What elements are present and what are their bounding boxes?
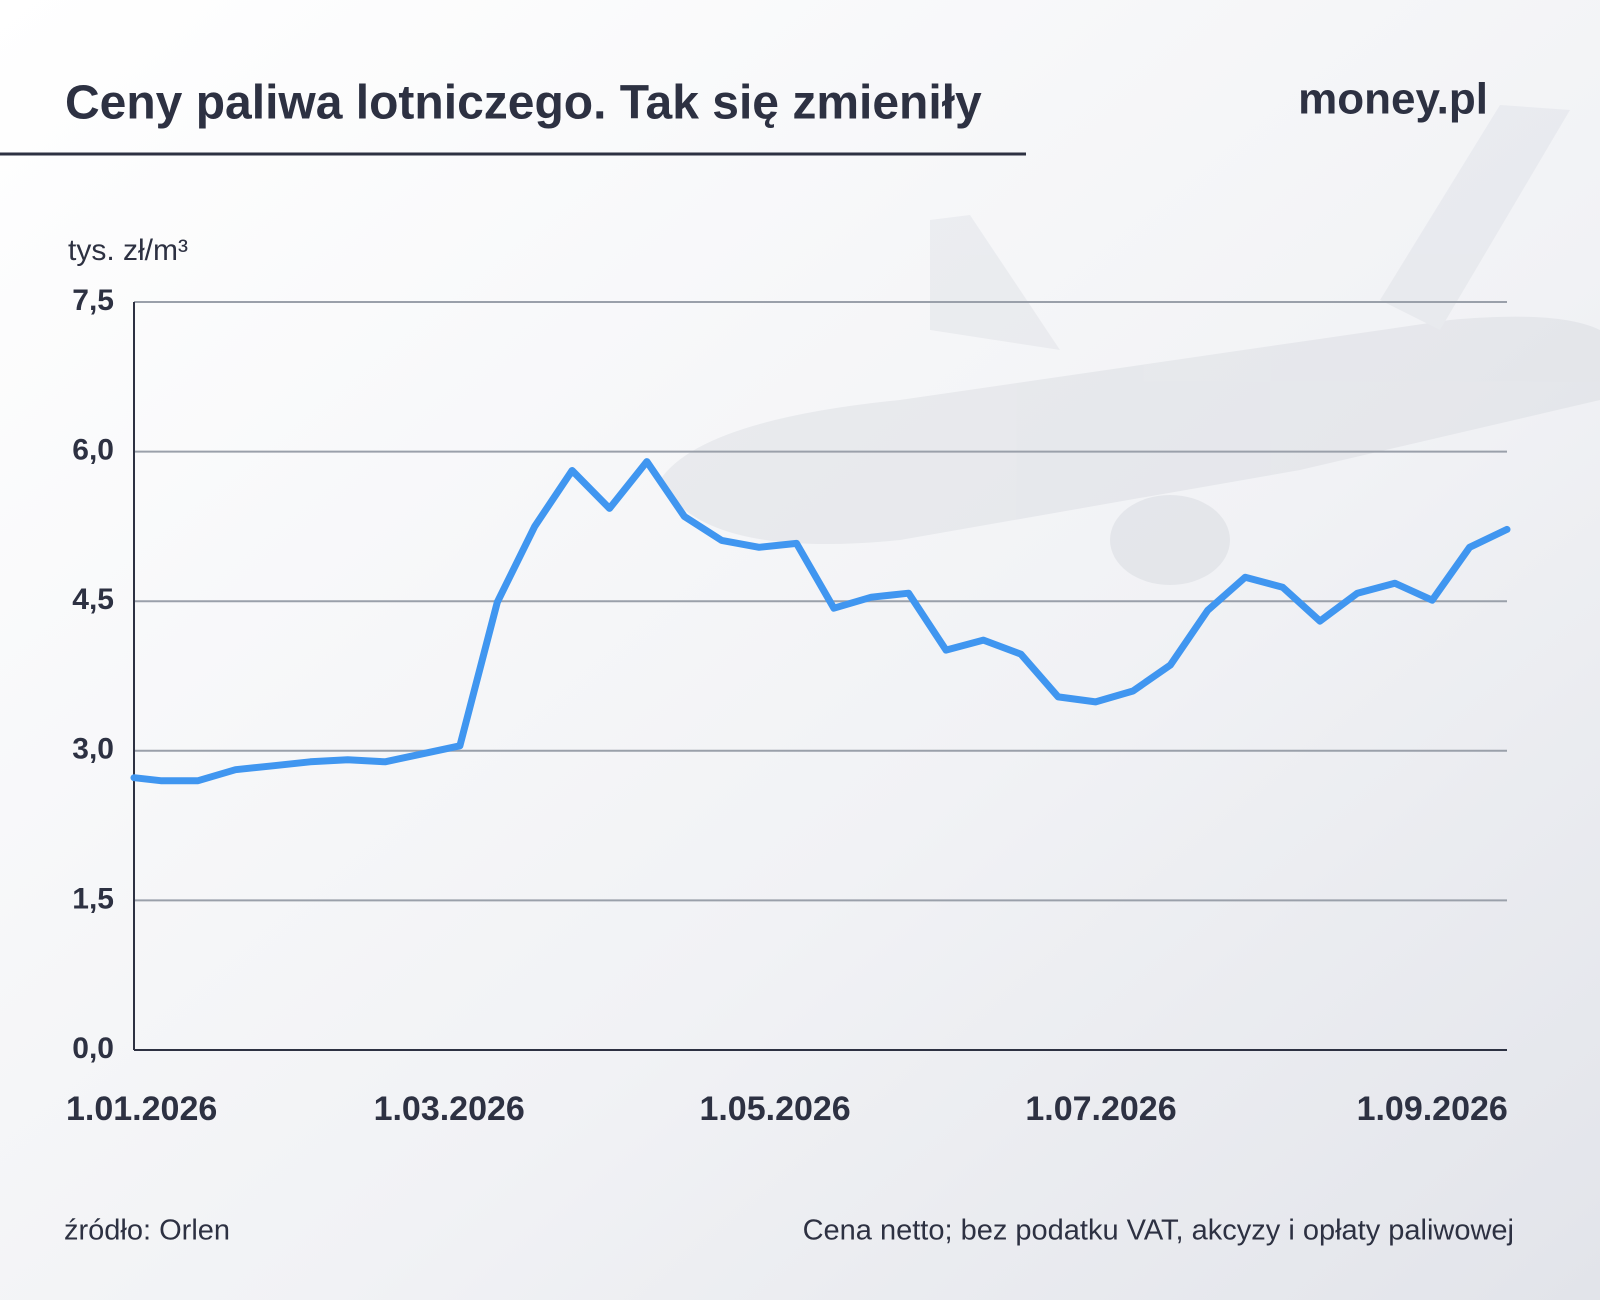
note: Cena netto; bez podatku VAT, akcyzy i op… (803, 1215, 1514, 1247)
source: źródło: Orlen (64, 1215, 230, 1247)
x-tick-label: 1.07.2026 (1025, 1090, 1176, 1128)
y-tick-label: 3,0 (72, 733, 114, 766)
x-tick-label: 1.05.2026 (699, 1090, 850, 1128)
logo: money.pl (1298, 75, 1488, 124)
y-tick-label: 4,5 (72, 583, 114, 616)
data-line (130, 458, 1511, 785)
y-axis-label: tys. zł/m³ (68, 234, 188, 267)
y-tick-label: 0,0 (72, 1032, 114, 1065)
airplane-decoration (660, 105, 1600, 585)
x-tick-label: 1.09.2026 (1357, 1090, 1508, 1128)
x-tick-label: 1.03.2026 (374, 1090, 525, 1128)
chart-title: Ceny paliwa lotniczego. Tak się zmieniły (65, 77, 982, 130)
x-tick-label: 1.01.2026 (66, 1090, 217, 1128)
y-tick-label: 6,0 (72, 434, 114, 467)
y-tick-label: 7,5 (72, 284, 114, 317)
y-tick-label: 1,5 (72, 882, 114, 915)
